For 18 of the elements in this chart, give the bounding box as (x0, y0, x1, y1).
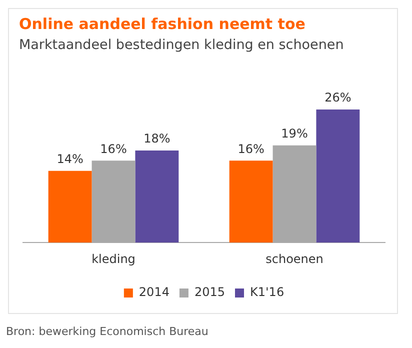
bar (135, 150, 179, 243)
legend-label: 2015 (194, 285, 226, 300)
data-label: 19% (281, 126, 308, 140)
data-label: 14% (56, 152, 84, 166)
chart-title: Online aandeel fashion neemt toe (19, 15, 306, 33)
data-label: 26% (324, 90, 352, 105)
bar (229, 160, 273, 243)
legend-label: 2014 (138, 285, 170, 300)
bar (48, 170, 92, 243)
data-label: 16% (238, 142, 264, 156)
legend-label: K1'16 (250, 285, 284, 300)
data-label: 16% (100, 142, 127, 156)
chart-subtitle: Marktaandeel bestedingen kleding en schoenen (19, 37, 344, 53)
x-tick-label: schoenen (266, 252, 324, 266)
bar (316, 109, 360, 243)
x-tick-label: kleding (92, 252, 136, 266)
data-label: 18% (144, 132, 170, 146)
text: Bron: bewerking Economisch Bureau (6, 325, 208, 338)
